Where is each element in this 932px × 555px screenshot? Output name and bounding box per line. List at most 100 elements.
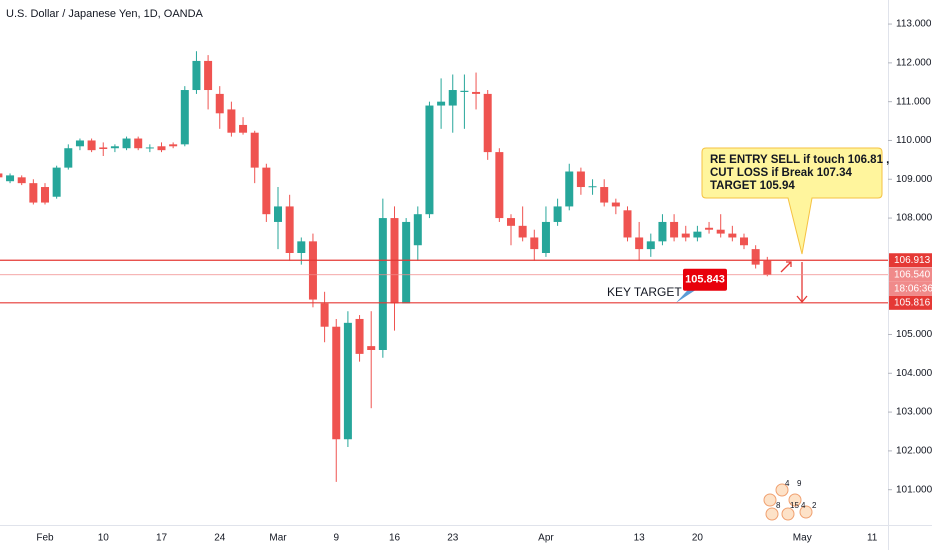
candle-body	[530, 237, 539, 250]
annotation-line: CUT LOSS if Break 107.34	[710, 167, 852, 179]
event-icon	[781, 507, 795, 521]
x-tick-label: 23	[447, 533, 459, 544]
annotation-line: RE ENTRY SELL if touch 106.81 ,	[710, 154, 889, 166]
candle-body	[600, 187, 609, 203]
candle-body	[110, 146, 119, 149]
event-count: 2	[812, 501, 817, 510]
candle-body	[507, 218, 515, 226]
key-target-text: KEY TARGET	[607, 285, 682, 299]
event-icon	[799, 505, 813, 519]
y-tick-label: 102.000	[896, 446, 932, 457]
candle-body	[17, 177, 26, 184]
candle-body	[728, 233, 737, 238]
candle-body	[134, 138, 143, 149]
candle-body	[460, 90, 469, 92]
candle-body	[448, 90, 457, 106]
key-target-pointer	[676, 289, 696, 303]
candle-body	[169, 144, 178, 147]
candle-body	[472, 91, 481, 94]
price-level-label: 105.816	[894, 297, 931, 308]
candle-body	[670, 221, 679, 238]
y-tick-label: 110.000	[896, 135, 932, 146]
candle-body	[332, 326, 341, 440]
candle-body	[413, 214, 422, 246]
arrow-head	[786, 261, 792, 267]
price-level-tag	[889, 267, 932, 282]
event-count: 4	[785, 479, 790, 488]
x-tick-label: 10	[98, 533, 110, 544]
candle-body	[378, 218, 387, 350]
event-count: 9	[797, 479, 802, 488]
y-tick-label: 103.000	[896, 407, 932, 418]
x-tick-label: 13	[634, 533, 646, 544]
arrow-head	[796, 295, 808, 304]
candle-body	[681, 233, 690, 238]
y-tick-label: 112.000	[896, 58, 932, 69]
candle-body	[122, 138, 131, 149]
event-icon	[763, 493, 777, 507]
x-tick-label: 24	[214, 533, 226, 544]
event-count: 8	[776, 501, 781, 510]
candle-body	[751, 249, 760, 265]
candle-body	[274, 206, 282, 222]
countdown: 18:06:36	[894, 283, 932, 294]
chart-title: U.S. Dollar / Japanese Yen, 1D, OANDA	[6, 8, 204, 20]
candle-body	[320, 303, 329, 327]
event-count: 4	[801, 501, 806, 510]
candle-body	[402, 221, 411, 304]
y-tick-label: 109.000	[896, 174, 932, 185]
arrow-up	[780, 261, 792, 273]
x-tick-label: 17	[156, 533, 168, 544]
countdown-tag	[889, 281, 932, 296]
candle-body	[367, 346, 376, 350]
candle-body	[308, 241, 317, 300]
candle-body	[145, 147, 154, 149]
candle-body	[646, 241, 655, 250]
x-tick-label: May	[793, 533, 812, 544]
candle-body	[576, 171, 585, 188]
candle-body	[0, 173, 3, 178]
price-level-tag	[889, 295, 932, 310]
annotation-callout	[701, 147, 883, 255]
candle-body	[518, 225, 527, 238]
x-tick-label: 9	[333, 533, 339, 544]
price-level-tag	[889, 253, 932, 268]
x-tick-label: Feb	[36, 533, 54, 544]
x-tick-label: 20	[692, 533, 704, 544]
y-tick-label: 111.000	[896, 96, 931, 107]
candle-body	[565, 171, 574, 207]
y-tick-label: 101.000	[896, 484, 932, 495]
event-icon	[775, 483, 789, 497]
y-tick-label: 105.000	[896, 329, 932, 340]
candle-body	[262, 167, 271, 215]
candle-body	[763, 260, 772, 275]
key-target-label: 105.843	[685, 274, 725, 286]
key-target-tag	[683, 268, 727, 291]
candle-body	[250, 132, 259, 168]
event-icon	[788, 493, 802, 507]
candle-body	[495, 152, 504, 219]
candle-body	[483, 93, 492, 153]
candle-body	[623, 210, 632, 238]
candle-body	[285, 206, 294, 253]
candle-body	[75, 140, 84, 147]
candle-body	[611, 202, 620, 207]
candle-body	[437, 101, 446, 106]
x-tick-label: 11	[867, 533, 878, 544]
candle-body	[157, 146, 166, 151]
candle-body	[239, 124, 248, 133]
price-level-label: 106.913	[894, 255, 931, 266]
candle-body	[553, 206, 562, 222]
candle-body	[705, 227, 714, 230]
y-tick-label: 108.000	[896, 213, 932, 224]
x-tick-label: 16	[389, 533, 401, 544]
price-level-label: 106.540	[894, 269, 931, 280]
candle-body	[693, 231, 702, 238]
candle-body	[297, 241, 306, 253]
candle-body	[180, 90, 189, 145]
candle-body	[6, 175, 15, 182]
candle-body	[215, 93, 224, 114]
candle-body	[29, 183, 38, 203]
